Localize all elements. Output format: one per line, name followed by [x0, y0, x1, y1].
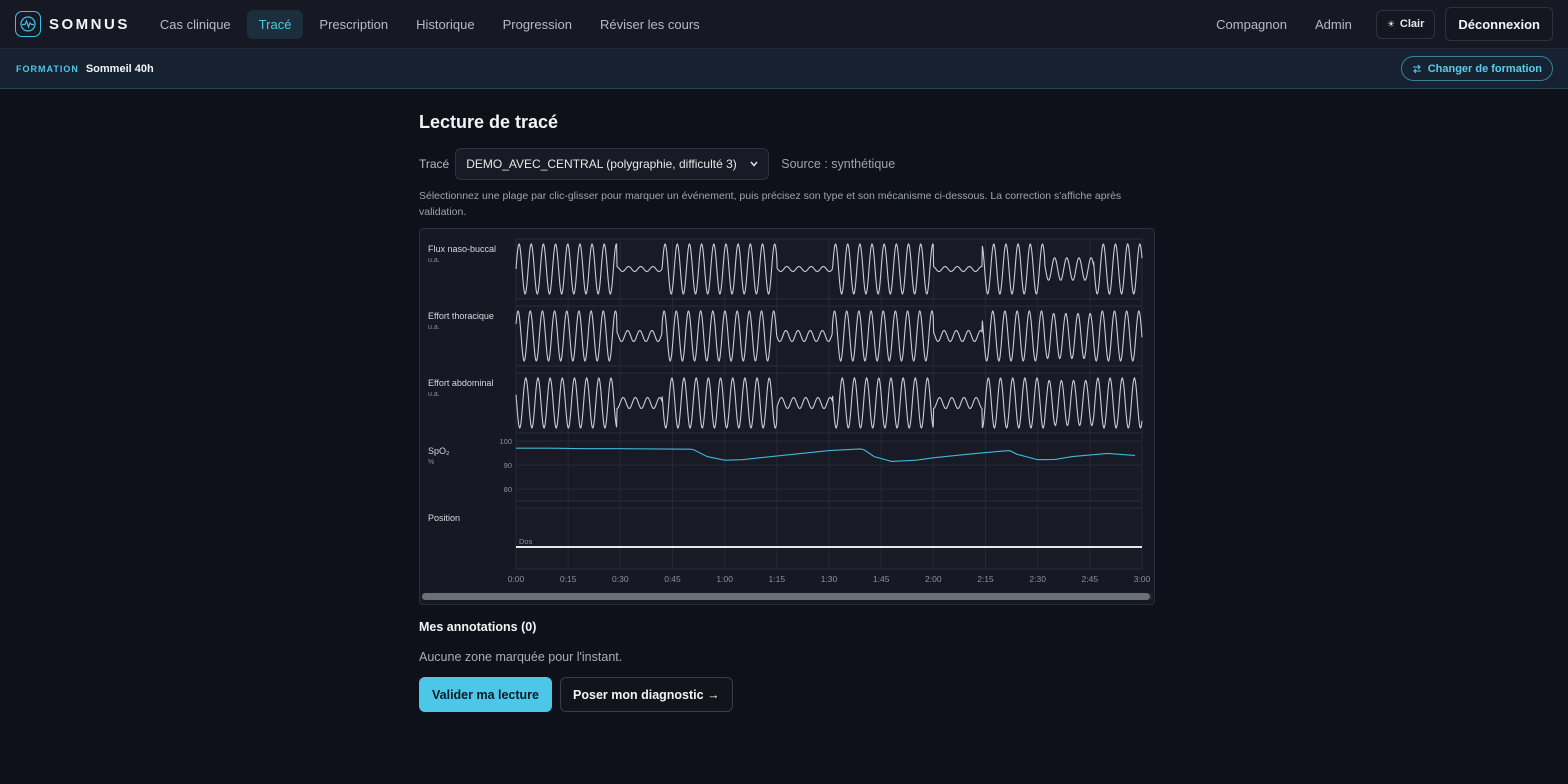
- chevron-down-icon: [750, 161, 758, 167]
- logo-icon: [15, 11, 41, 37]
- channel-unit: u.a.: [428, 391, 440, 398]
- x-tick-label: 1:30: [821, 574, 838, 584]
- logo-text: SOMNUS: [49, 15, 130, 33]
- spo2-tick-label: 80: [504, 485, 512, 494]
- trace-select-row: Tracé DEMO_AVEC_CENTRAL (polygraphie, di…: [419, 148, 1155, 180]
- nav-right: Compagnon Admin ☀ Clair Déconnexion: [1204, 7, 1553, 41]
- validate-button[interactable]: Valider ma lecture: [419, 677, 553, 712]
- formation-label: FORMATION: [16, 63, 79, 74]
- trace-select-label: Tracé: [419, 157, 450, 171]
- chart-scrollbar[interactable]: [421, 593, 1153, 600]
- x-tick-label: 0:45: [664, 574, 681, 584]
- main-content: Lecture de tracé Tracé DEMO_AVEC_CENTRAL…: [419, 112, 1155, 712]
- top-nav: SOMNUS Cas clinique Tracé Prescription H…: [0, 0, 1568, 49]
- nav-historique[interactable]: Historique: [416, 16, 475, 32]
- channel-unit: u.a.: [428, 324, 440, 331]
- channel-unit: u.a.: [428, 257, 440, 264]
- airflow-trace: [515, 243, 1143, 295]
- annotations-empty: Aucune zone marquée pour l'instant.: [419, 650, 623, 664]
- swap-icon: [1412, 64, 1421, 73]
- x-tick-label: 1:15: [769, 574, 786, 584]
- change-formation-label: Changer de formation: [1427, 62, 1542, 75]
- channel-label: SpO₂: [428, 446, 450, 456]
- formation-name: Sommeil 40h: [85, 62, 154, 75]
- x-tick-label: 1:45: [873, 574, 890, 584]
- x-tick-label: 0:15: [560, 574, 577, 584]
- spo2-tick-label: 100: [499, 437, 512, 446]
- trace-select-value: DEMO_AVEC_CENTRAL (polygraphie, difficul…: [466, 157, 737, 171]
- chart-scroll-thumb[interactable]: [422, 593, 1150, 600]
- page-title: Lecture de tracé: [419, 112, 559, 132]
- sun-icon: ☀: [1386, 18, 1395, 29]
- x-tick-label: 2:30: [1029, 574, 1046, 584]
- spo2-tick-label: 90: [504, 461, 512, 470]
- trace-chart[interactable]: 0:00 0:15 0:30 0:45 1:00 1:15 1:30 1:45 2:00 2:15…: [420, 229, 1155, 605]
- channel-label: Effort abdominal: [428, 378, 493, 388]
- annotations-title: Mes annotations (0): [419, 620, 537, 634]
- nav-prescription[interactable]: Prescription: [319, 16, 389, 32]
- thoracic-trace: [515, 310, 1143, 362]
- theme-label: Clair: [1399, 18, 1425, 30]
- x-tick-label: 0:30: [612, 574, 629, 584]
- trace-chart-panel[interactable]: 0:00 0:15 0:30 0:45 1:00 1:15 1:30 1:45 2:00 2:15…: [419, 228, 1155, 605]
- x-tick-label: 3:00: [1134, 574, 1151, 584]
- actions: Valider ma lecture Poser mon diagnostic …: [419, 677, 1155, 712]
- main-nav: Cas clinique Tracé Prescription Historiq…: [148, 9, 712, 39]
- abdominal-trace: [515, 377, 1143, 429]
- logo[interactable]: SOMNUS: [15, 11, 130, 37]
- x-tick-label: 2:15: [977, 574, 994, 584]
- position-value-label: Dos: [519, 537, 533, 546]
- trace-select[interactable]: DEMO_AVEC_CENTRAL (polygraphie, difficul…: [455, 148, 770, 180]
- channel-label: Effort thoracique: [428, 311, 494, 321]
- channel-unit: %: [428, 459, 434, 466]
- nav-cas-clinique[interactable]: Cas clinique: [159, 16, 231, 32]
- x-tick-label: 0:00: [508, 574, 525, 584]
- diagnose-button[interactable]: Poser mon diagnostic →: [560, 677, 733, 712]
- spo2-trace: [516, 447, 1136, 462]
- x-tick-label: 2:00: [925, 574, 942, 584]
- instructions-text: Sélectionnez une plage par clic-glisser …: [419, 190, 1122, 218]
- nav-progression[interactable]: Progression: [502, 16, 572, 32]
- channel-label: Flux naso-buccal: [428, 244, 496, 254]
- channel-label: Position: [428, 513, 460, 523]
- source-text: Source : synthétique: [781, 157, 896, 171]
- theme-toggle-button[interactable]: ☀ Clair: [1375, 9, 1436, 39]
- nav-reviser-cours[interactable]: Réviser les cours: [599, 16, 700, 32]
- logout-button[interactable]: Déconnexion: [1445, 7, 1553, 41]
- x-tick-label: 2:45: [1082, 574, 1099, 584]
- change-formation-button[interactable]: Changer de formation: [1400, 56, 1553, 81]
- formation-bar: FORMATION Sommeil 40h Changer de formati…: [0, 49, 1568, 89]
- nav-trace[interactable]: Tracé: [246, 9, 304, 39]
- x-tick-label: 1:00: [716, 574, 733, 584]
- nav-compagnon[interactable]: Compagnon: [1216, 16, 1287, 32]
- nav-admin[interactable]: Admin: [1314, 16, 1352, 32]
